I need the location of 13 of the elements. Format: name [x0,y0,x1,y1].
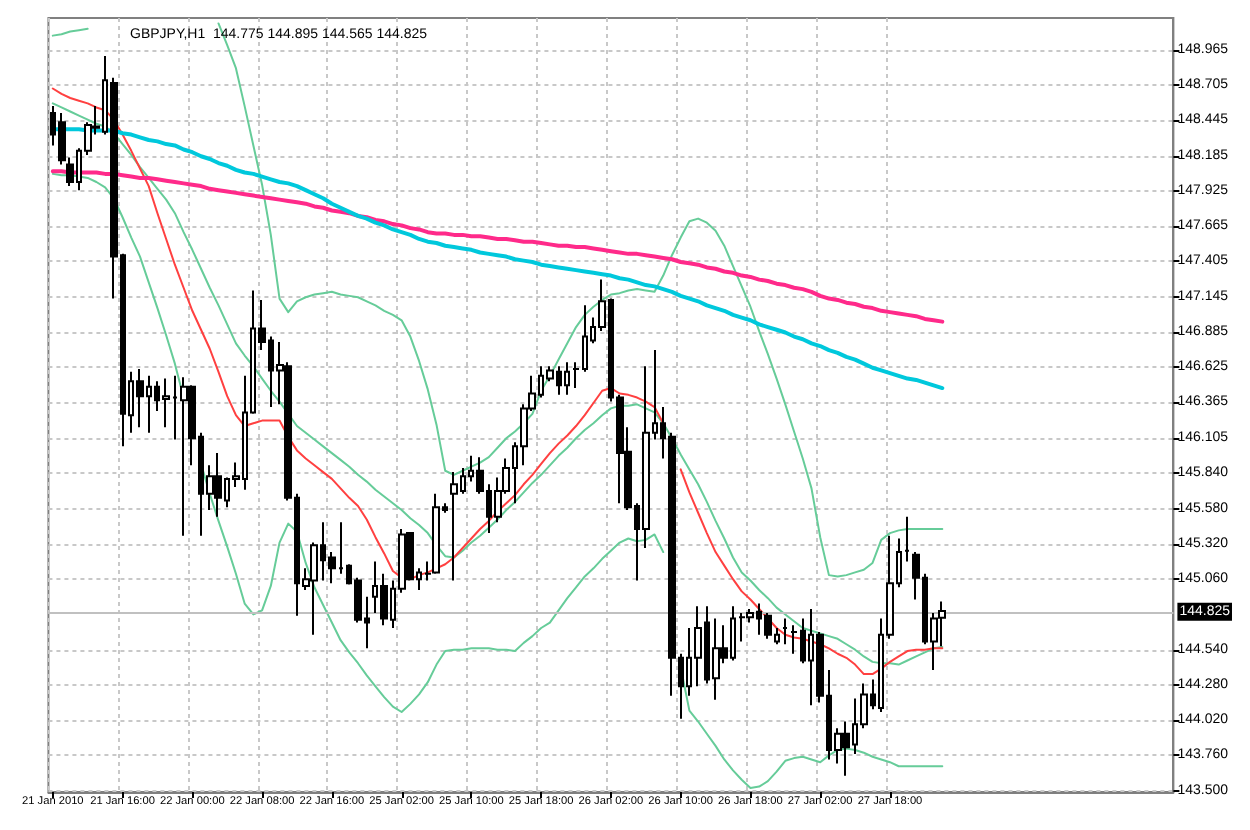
candlestick [782,617,788,646]
candlestick [764,612,772,640]
candlestick [180,376,188,537]
candlestick [790,624,798,655]
candlestick [564,361,570,396]
line-series [50,169,945,324]
candlestick [432,492,440,575]
line-series [50,127,945,391]
candlestick [450,471,458,582]
candlestick [214,452,222,518]
candlestick [694,605,702,688]
candlestick [136,368,144,429]
line-series [217,22,944,578]
